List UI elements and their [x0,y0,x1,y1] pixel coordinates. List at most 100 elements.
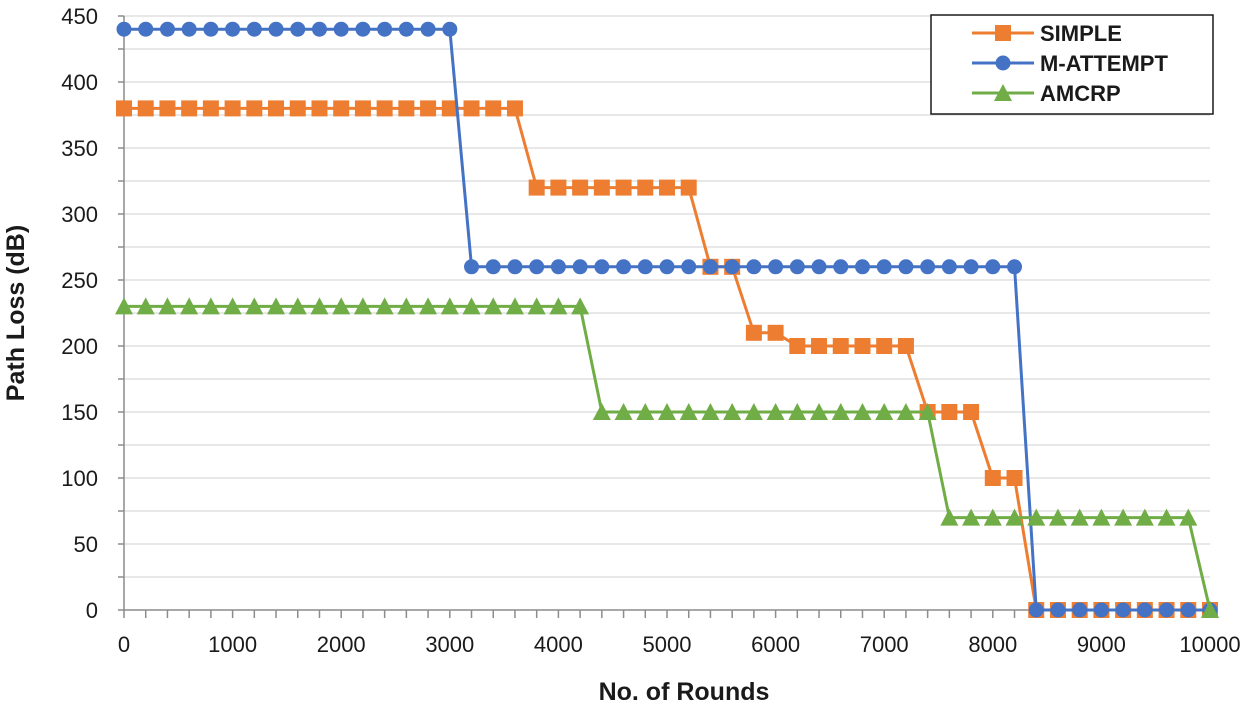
data-point-m-attempt [442,21,458,37]
data-point-m-attempt [116,21,132,37]
data-point-simple [659,179,675,196]
data-point-simple [224,100,241,117]
data-point-m-attempt [876,259,892,275]
data-point-m-attempt [1050,602,1066,618]
data-point-m-attempt [811,259,827,275]
data-point-m-attempt [659,259,675,275]
data-point-simple [268,100,285,117]
data-point-m-attempt [181,21,197,37]
data-point-amcrp [332,297,351,315]
series-simple [116,100,1218,618]
legend-label-simple: SIMPLE [1040,21,1122,46]
data-point-simple [745,324,762,341]
data-point-m-attempt [702,259,718,275]
x-tick-label: 2000 [317,632,366,657]
data-point-m-attempt [377,21,393,37]
y-tick-label: 400 [61,70,98,95]
series-line-m-attempt [124,27,1210,612]
data-point-simple [680,179,697,196]
data-point-simple [854,338,871,354]
legend-entry-simple: SIMPLE [972,21,1122,46]
data-point-amcrp [505,297,524,315]
data-point-m-attempt [833,259,849,275]
x-tick-label: 3000 [425,632,474,657]
data-point-amcrp [223,297,242,315]
data-point-simple [289,100,306,117]
data-point-amcrp [1070,508,1089,526]
y-axis-title: Path Loss (dB) [2,225,30,401]
data-point-simple [615,179,632,196]
data-point-m-attempt [746,259,762,275]
data-point-m-attempt [1159,602,1175,618]
x-tick-label: 5000 [643,632,692,657]
data-point-m-attempt [985,259,1001,275]
data-point-amcrp [440,297,459,315]
data-point-m-attempt [225,21,241,37]
data-point-amcrp [1135,508,1154,526]
data-point-simple [376,100,393,117]
data-point-amcrp [419,297,438,315]
data-point-amcrp [614,403,633,420]
data-point-simple [506,100,523,117]
x-axis-ticks: 0 1000 2000 3000 4000 5000 6000 7000 8000 9000 100… [118,610,1241,657]
data-point-simple [202,100,219,117]
data-point-amcrp [1092,508,1111,526]
y-tick-label: 250 [61,268,98,293]
data-point-amcrp [853,403,872,420]
data-point-m-attempt [485,259,501,275]
y-tick-label: 50 [74,532,98,557]
data-point-simple [789,338,806,354]
data-point-m-attempt [507,259,523,275]
data-point-m-attempt [637,259,653,275]
data-point-simple [441,100,458,117]
data-point-amcrp [875,403,894,420]
data-point-simple [485,100,502,117]
data-point-simple [811,338,828,354]
y-axis-ticks: 0 50 100 150 200 250 300 350 400 450 [61,4,124,623]
data-point-amcrp [158,297,177,315]
data-point-simple [354,100,371,117]
data-point-m-attempt [572,259,588,275]
x-tick-label: 6000 [751,632,800,657]
legend-label-m-attempt: M-ATTEMPT [1040,51,1168,76]
data-point-m-attempt [616,259,632,275]
data-point-amcrp [180,297,199,315]
y-tick-label: 200 [61,334,98,359]
data-point-simple [246,100,263,117]
data-point-m-attempt [333,21,349,37]
y-tick-label: 350 [61,136,98,161]
data-point-m-attempt [594,259,610,275]
data-point-amcrp [831,403,850,420]
data-point-amcrp [962,508,981,526]
data-point-m-attempt [789,259,805,275]
x-tick-label: 8000 [968,632,1017,657]
data-point-m-attempt [1180,602,1196,618]
data-point-simple [876,338,893,354]
data-point-simple [181,100,198,117]
data-point-simple [398,100,415,117]
data-point-amcrp [571,297,590,315]
data-point-amcrp [115,297,133,315]
x-tick-label: 4000 [534,632,583,657]
data-point-simple [941,404,958,420]
data-point-amcrp [201,297,220,315]
data-point-simple [463,100,480,117]
data-point-amcrp [766,403,785,420]
data-point-amcrp [592,403,611,420]
legend: SIMPLE M-ATTEMPT AMCRP [930,14,1214,115]
data-point-amcrp [375,297,394,315]
data-point-m-attempt [398,21,414,37]
legend-entry-amcrp: AMCRP [972,81,1121,106]
data-point-amcrp [810,403,829,420]
y-tick-label: 150 [61,400,98,425]
data-point-m-attempt [464,259,480,275]
data-point-simple [572,179,589,196]
x-tick-label: 0 [118,632,130,657]
data-point-amcrp [658,403,676,420]
legend-marker-simple [995,25,1011,41]
legend-label-amcrp: AMCRP [1040,81,1121,106]
data-point-simple [637,179,654,196]
legend-entry-m-attempt: M-ATTEMPT [972,51,1168,76]
x-tick-label: 10000 [1179,632,1240,657]
data-point-simple [984,470,1001,486]
